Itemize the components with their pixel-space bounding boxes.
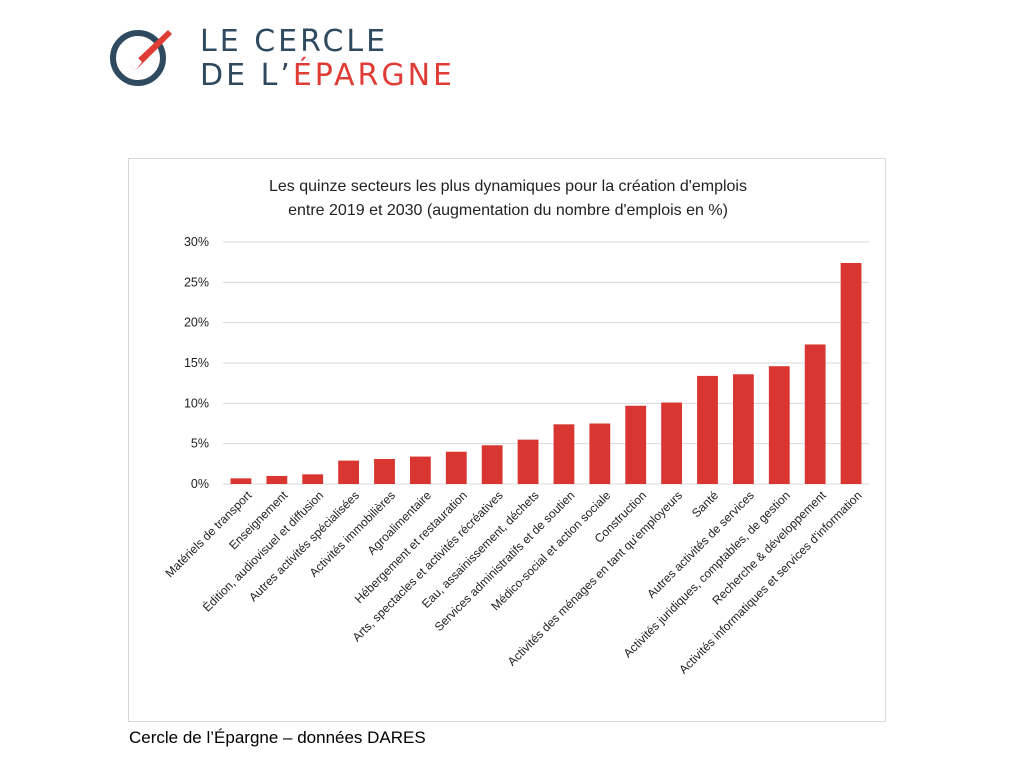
y-tick-label: 25% [184,275,209,289]
bar [840,262,862,484]
bar [481,445,503,484]
y-tick-label: 15% [184,356,209,370]
source-note: Cercle de l’Épargne – données DARES [129,728,426,747]
bar [230,478,252,484]
x-category-label: Activités juridiques, comptables, de ges… [621,488,793,660]
chart-title-line-1: Les quinze secteurs les plus dynamiques … [269,178,747,195]
bar [338,460,360,484]
y-tick-label: 30% [184,235,209,249]
logo-text-line2-prefix: DE L’ [200,58,293,93]
y-tick-label: 20% [184,316,209,330]
y-tick-label: 10% [184,396,209,410]
bar [697,375,718,484]
chart-frame: Les quinze secteurs les plus dynamiques … [128,158,886,722]
gridlines [223,241,869,485]
logo-ring-icon [110,30,172,86]
bar [589,423,611,484]
x-category-label: Agroalimentaire [365,488,435,558]
bar-chart: Les quinze secteurs les plus dynamiques … [163,178,869,677]
logo-text-line2-accent: ÉPARGNE [292,58,455,93]
y-tick-label: 5% [191,437,209,451]
logo-text-line1: LE CERCLE [200,24,389,59]
x-axis-category-labels: Matériels de transportEnseignementÉditio… [163,488,865,677]
bar [661,402,683,484]
bars [230,262,862,484]
bar [302,474,324,484]
x-category-label: Santé [689,488,721,520]
bar [768,366,790,484]
chart-title: Les quinze secteurs les plus dynamiques … [269,178,747,219]
bar [625,405,647,484]
bar [553,424,575,484]
chart-title-line-2: entre 2019 et 2030 (augmentation du nomb… [288,202,728,219]
y-axis-tick-labels: 0% 5% 10% 15% 20% 25% 30% [184,235,209,491]
bar [804,344,826,484]
bar [374,458,395,484]
y-tick-label: 0% [191,477,209,491]
logo-text-line2: DE L’ÉPARGNE [200,58,455,93]
bar [445,451,467,484]
bar [517,439,539,484]
bar [266,475,288,484]
bar [409,456,431,484]
logo: LE CERCLE DE L’ÉPARGNE [108,22,488,94]
bar [732,374,754,484]
